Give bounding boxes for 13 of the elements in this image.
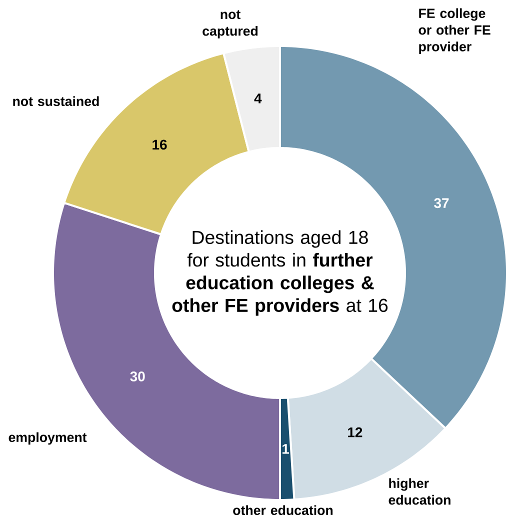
- text: Destinations aged 18 for students in further education colleges & other FE providers at 16: [172, 230, 388, 316]
- data-label: 1: [282, 444, 290, 454]
- slice-label: not sustained: [13, 96, 99, 106]
- slice-label: not captured: [202, 10, 258, 38]
- slice-label: higher education: [388, 478, 450, 505]
- data-label: 30: [130, 371, 145, 382]
- data-label: 4: [254, 94, 262, 104]
- slice-label: employment: [8, 432, 87, 445]
- slice-label: FE college or other FE provider: [418, 8, 490, 54]
- data-label: 16: [152, 140, 167, 150]
- data-label: 12: [348, 427, 362, 438]
- slice-label: other education: [233, 505, 333, 516]
- data-label: 37: [434, 198, 449, 208]
